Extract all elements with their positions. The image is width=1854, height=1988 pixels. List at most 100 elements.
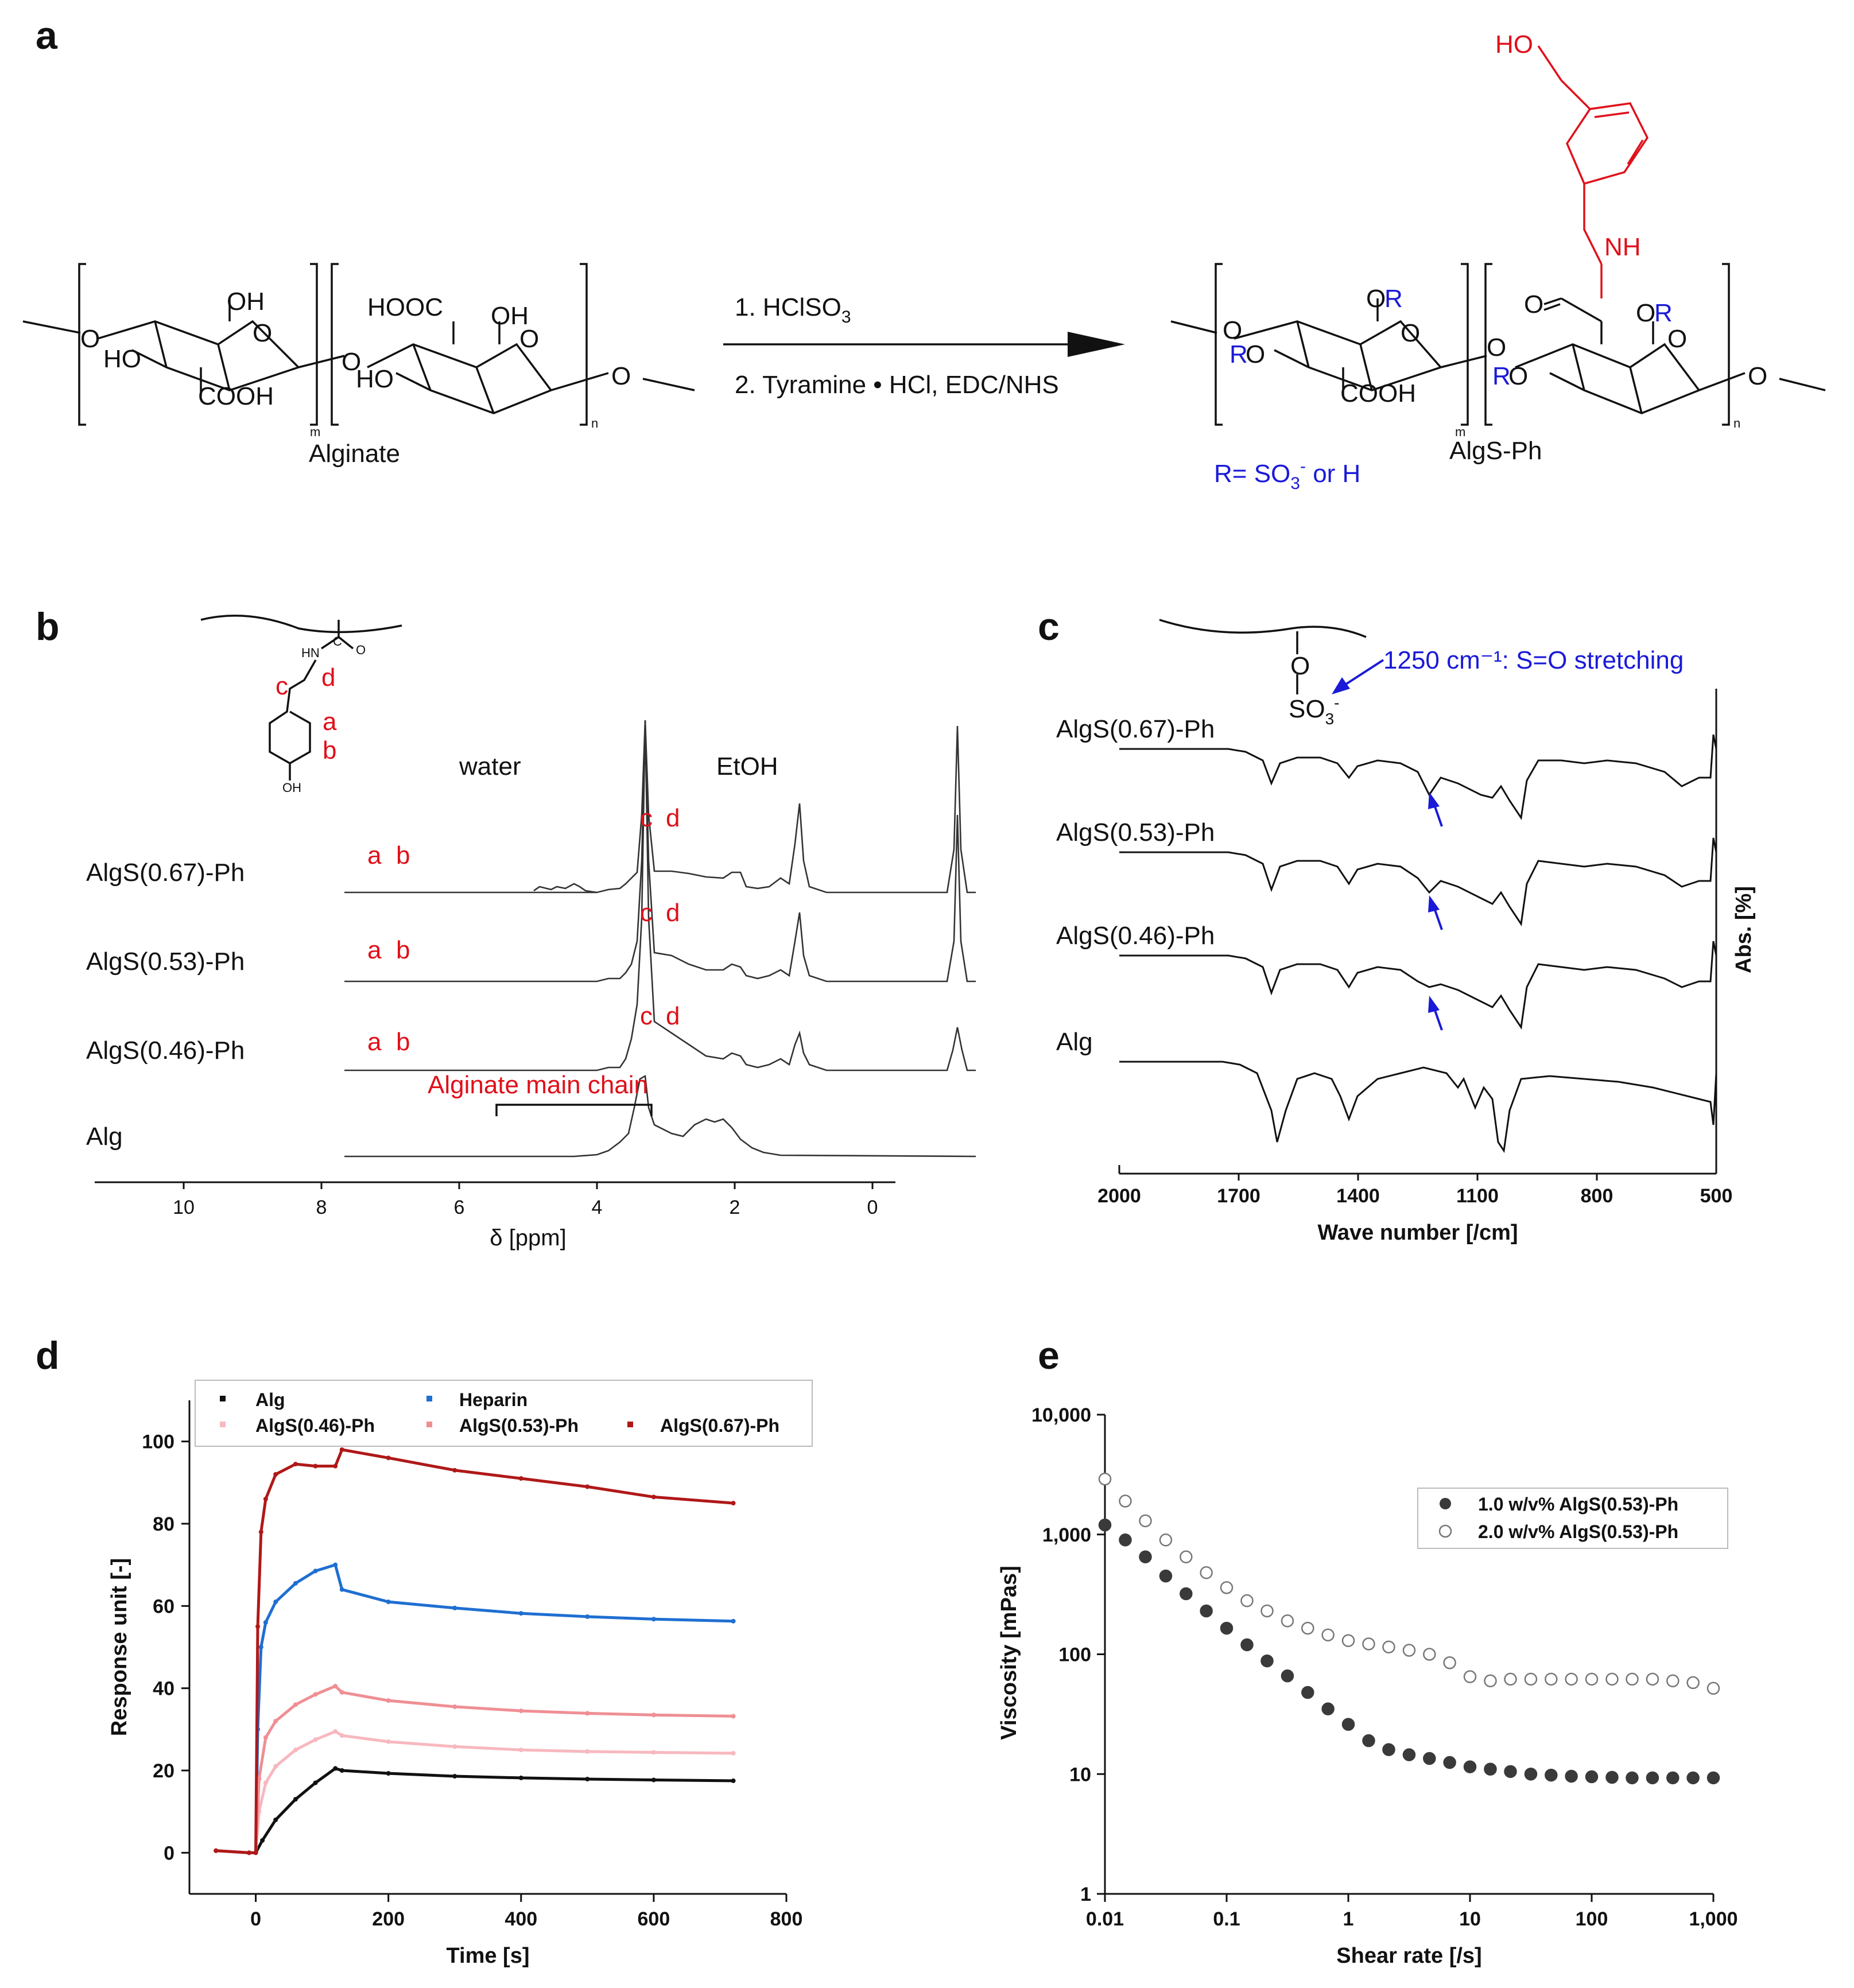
reactant-name: Alginate — [309, 440, 400, 468]
reactant-cooh: COOH — [198, 382, 274, 410]
spr-point-alg — [452, 1774, 457, 1779]
spr-xtick-label: 400 — [505, 1908, 537, 1930]
spr-point-heparin — [333, 1562, 338, 1567]
ir-spectrum-046 — [1119, 941, 1717, 1030]
reactant-ring-2 — [298, 321, 695, 414]
visc-point-2-0-w-v-algs-0-53-ph — [1281, 1614, 1294, 1628]
spr-chart: Time [s] Response unit [-] Alg Heparin A… — [107, 1380, 813, 1968]
nmr-spectrum-alg — [344, 1074, 976, 1158]
nmr-struct-hn: HN — [301, 646, 320, 660]
ir-struct-backbone — [1159, 619, 1367, 638]
visc-point-1-0-w-v-algs-0-53-ph — [1443, 1756, 1456, 1769]
spr-point-algs-0-53-ph — [452, 1704, 457, 1709]
spr-point-algs-0-67-ph — [253, 1850, 258, 1855]
visc-xtick-label: 1,000 — [1689, 1908, 1737, 1930]
panel-label-b: b — [36, 605, 60, 649]
nmr-xtick-2: 2 — [730, 1197, 740, 1218]
product-r4: R — [1654, 299, 1673, 327]
spr-point-alg — [651, 1777, 656, 1783]
spr-legend-053: AlgS(0.53)-Ph — [459, 1415, 579, 1436]
nmr-xlabel: δ [ppm] — [490, 1225, 566, 1251]
visc-point-1-0-w-v-algs-0-53-ph — [1200, 1604, 1213, 1618]
spr-point-algs-0-46-ph — [651, 1750, 656, 1755]
visc-point-1-0-w-v-algs-0-53-ph — [1281, 1669, 1294, 1683]
nmr-struct-ring — [269, 659, 317, 781]
visc-point-2-0-w-v-algs-0-53-ph — [1220, 1581, 1234, 1594]
spr-point-algs-0-67-ph — [518, 1476, 523, 1481]
visc-point-2-0-w-v-algs-0-53-ph — [1605, 1672, 1619, 1686]
spr-point-algs-0-53-ph — [257, 1776, 262, 1781]
visc-point-1-0-w-v-algs-0-53-ph — [1646, 1771, 1659, 1785]
visc-point-1-0-w-v-algs-0-53-ph — [1119, 1533, 1132, 1547]
nmr-peak-b-046: b — [396, 1028, 410, 1056]
spr-point-heparin — [339, 1587, 344, 1592]
spr-point-algs-0-67-ph — [313, 1463, 318, 1469]
visc-xtick-label: 10 — [1459, 1908, 1481, 1930]
reactant-o2: O — [253, 319, 272, 347]
spr-point-heparin — [273, 1599, 278, 1605]
spr-point-heparin — [263, 1620, 268, 1625]
visc-point-1-0-w-v-algs-0-53-ph — [1666, 1771, 1680, 1785]
ir-xtick-800: 800 — [1581, 1185, 1613, 1207]
spr-series-algs-0-53-ph — [216, 1684, 734, 1854]
product-name: AlgS-Ph — [1449, 437, 1542, 465]
panel-label-d: d — [36, 1334, 60, 1377]
spr-point-algs-0-46-ph — [263, 1780, 268, 1785]
spr-point-algs-0-67-ph — [214, 1848, 219, 1853]
product-r1: R — [1229, 340, 1248, 368]
nmr-trace-label-067: AlgS(0.67)-Ph — [86, 859, 245, 887]
visc-point-1-0-w-v-algs-0-53-ph — [1159, 1569, 1173, 1583]
visc-point-1-0-w-v-algs-0-53-ph — [1706, 1771, 1720, 1785]
spr-legend-marker-053 — [426, 1422, 432, 1427]
product-carbonyl-o: O — [1524, 290, 1543, 319]
product-ring-1 — [1170, 298, 1487, 396]
spr-point-alg — [293, 1797, 298, 1802]
product-or2-o: O — [1636, 299, 1655, 327]
spr-xtick-label: 800 — [770, 1908, 803, 1930]
spr-point-alg — [313, 1780, 318, 1785]
product-o5: O — [1748, 362, 1767, 390]
nmr-xtick-6: 6 — [454, 1197, 465, 1218]
nmr-annot-water: water — [459, 752, 521, 781]
spr-point-alg — [386, 1771, 391, 1776]
spr-point-algs-0-46-ph — [731, 1750, 736, 1756]
visc-legend: 1.0 w/v% AlgS(0.53)-Ph 2.0 w/v% AlgS(0.5… — [1417, 1488, 1728, 1549]
product-o4: O — [1667, 325, 1687, 353]
spr-point-algs-0-67-ph — [247, 1850, 251, 1855]
spr-point-algs-0-67-ph — [293, 1462, 298, 1467]
visc-point-2-0-w-v-algs-0-53-ph — [1180, 1550, 1193, 1564]
visc-point-2-0-w-v-algs-0-53-ph — [1362, 1637, 1375, 1651]
spr-series-algs-0-67-ph — [216, 1448, 734, 1854]
ir-spectrum-067 — [1119, 734, 1717, 821]
nmr-spectrum-046 — [344, 720, 976, 1071]
spr-point-heparin — [258, 1645, 263, 1649]
ir-xlabel: Wave number [/cm] — [1317, 1221, 1518, 1245]
product-ho-bond — [1537, 45, 1562, 81]
nmr-struct-amide — [321, 620, 354, 650]
reactant-n: n — [591, 416, 598, 430]
nmr-peak-a-053: a — [367, 936, 382, 964]
spr-ytick-label: 20 — [153, 1760, 174, 1782]
visc-legend-2: 2.0 w/v% AlgS(0.53)-Ph — [1478, 1521, 1678, 1542]
visc-point-1-0-w-v-algs-0-53-ph — [1362, 1734, 1375, 1748]
ir-xtick-1700: 1700 — [1217, 1185, 1260, 1207]
ir-xtick-1400: 1400 — [1336, 1185, 1380, 1207]
panel-label-e: e — [1038, 1334, 1060, 1377]
spr-point-algs-0-46-ph — [585, 1749, 590, 1754]
visc-point-1-0-w-v-algs-0-53-ph — [1605, 1770, 1619, 1784]
visc-point-2-0-w-v-algs-0-53-ph — [1260, 1604, 1274, 1618]
spr-point-heparin — [452, 1605, 457, 1610]
ir-spectrum-alg — [1119, 1061, 1717, 1154]
spr-point-algs-0-67-ph — [339, 1447, 344, 1452]
ir-ylabel: Abs. [%] — [1732, 886, 1756, 973]
product-n: n — [1733, 416, 1740, 430]
visc-point-2-0-w-v-algs-0-53-ph — [1443, 1656, 1456, 1669]
nmr-peak-c-067: c — [640, 804, 653, 832]
spr-legend-marker-alg — [220, 1396, 226, 1401]
ir-struct-o: O — [1290, 652, 1310, 680]
ir-trace-label-alg: Alg — [1056, 1028, 1093, 1056]
spr-legend-marker-heparin — [426, 1396, 432, 1401]
ir-trace-label-046: AlgS(0.46)-Ph — [1056, 922, 1215, 950]
spr-point-algs-0-53-ph — [731, 1714, 736, 1719]
